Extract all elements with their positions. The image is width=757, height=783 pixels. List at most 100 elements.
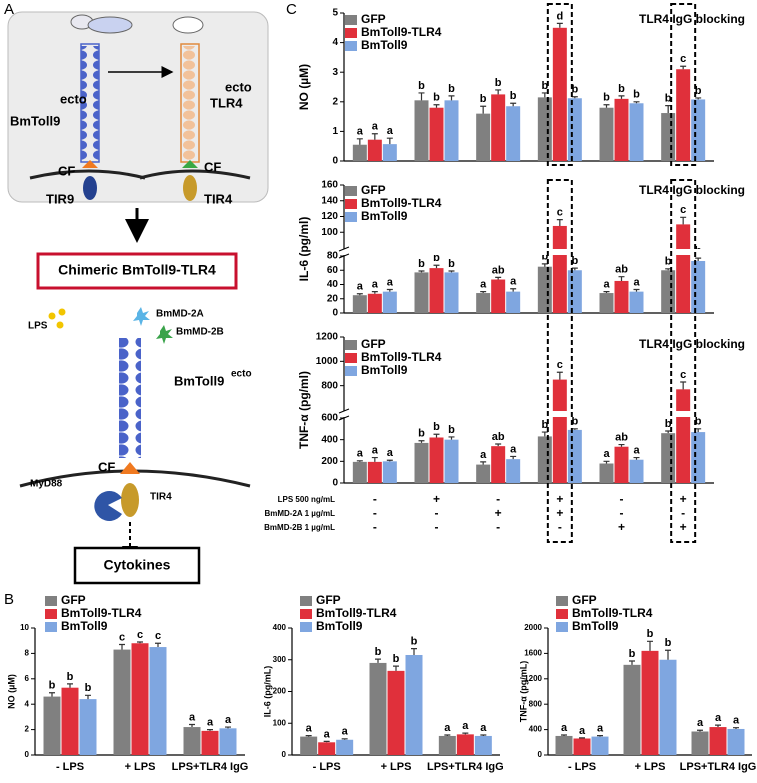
significance-letter: d <box>556 10 563 22</box>
y-tick-label: 0 <box>25 750 30 759</box>
bar <box>537 266 552 313</box>
significance-letter: a <box>510 443 517 455</box>
x-tick-label: + LPS <box>635 761 666 773</box>
membrane <box>29 169 146 180</box>
significance-letter: a <box>603 279 610 291</box>
error-bar <box>155 642 161 648</box>
tir-domain <box>183 175 197 201</box>
output-box <box>73 546 201 585</box>
significance-letter: a <box>357 126 364 138</box>
significance-letter: b <box>665 418 672 430</box>
y-tick-label: 1 <box>332 126 338 137</box>
bar <box>474 735 492 755</box>
bar <box>444 272 459 313</box>
bar <box>691 260 706 313</box>
legend-label: GFP <box>361 12 386 26</box>
significance-letter: ab <box>492 431 505 443</box>
error-bar <box>386 459 393 462</box>
error-bar <box>556 371 563 380</box>
error-bar <box>556 219 563 226</box>
bar <box>599 107 614 161</box>
bar <box>691 432 706 483</box>
label-sup: ecto <box>60 91 87 106</box>
error-bar <box>603 291 610 294</box>
annotation: TLR4 IgG blocking <box>639 183 745 197</box>
bar <box>623 664 641 755</box>
y-tick-label: 4 <box>25 699 30 708</box>
annotation: TLR4 IgG blocking <box>639 337 745 351</box>
error-bar <box>633 456 640 460</box>
lps-dot <box>56 321 64 329</box>
y-axis-label: TNF-α (pg/mL) <box>518 661 528 723</box>
significance-letter: b <box>418 258 425 270</box>
x-tick-label: + LPS <box>381 761 412 773</box>
bar <box>476 464 491 483</box>
significance-letter: b <box>571 84 578 96</box>
cf-triangle <box>120 462 140 474</box>
bar <box>709 727 727 755</box>
y-tick-label: 400 <box>273 623 287 632</box>
highlight-box <box>546 3 573 166</box>
error-bar <box>618 443 625 447</box>
legend-swatch <box>345 28 357 38</box>
legend-swatch <box>345 186 357 196</box>
bar <box>414 100 429 161</box>
error-bar <box>665 649 671 660</box>
condition-value: + <box>495 506 502 520</box>
bar <box>336 739 354 755</box>
error-bar <box>207 729 213 731</box>
bar <box>352 144 367 161</box>
significance-letter: b <box>411 636 418 648</box>
label-sup: ecto <box>231 369 252 380</box>
error-bar <box>597 735 603 737</box>
error-bar <box>695 97 702 100</box>
bar <box>367 461 382 483</box>
bar <box>476 113 491 161</box>
axis-break <box>338 411 716 417</box>
y-tick-label: 10 <box>20 623 29 632</box>
label: BmMD-2B <box>176 327 224 338</box>
significance-letter: a <box>633 276 640 288</box>
error-bar <box>680 216 687 225</box>
error-bar <box>541 92 548 98</box>
bar <box>456 734 474 755</box>
significance-letter: c <box>680 204 686 216</box>
y-axis-label: IL-6 (pg/mL) <box>262 666 272 718</box>
y-tick-label: 200 <box>321 456 338 467</box>
error-bar <box>137 641 143 644</box>
bar <box>691 731 709 755</box>
condition-value: - <box>373 492 377 506</box>
y-tick-label: 800 <box>321 380 338 391</box>
md2b-icon <box>156 325 173 344</box>
condition-value: - <box>620 492 624 506</box>
error-bar <box>411 648 417 655</box>
label: TIR9 <box>46 191 74 206</box>
highlight-box <box>670 179 697 543</box>
x-tick-label: - LPS <box>568 761 596 773</box>
bar <box>382 461 397 483</box>
y-axis-label: NO (µM) <box>297 64 311 110</box>
y-tick-label: 2 <box>332 96 338 107</box>
significance-letter: a <box>561 722 568 734</box>
significance-letter: b <box>695 85 702 97</box>
error-bar <box>579 737 585 739</box>
legend-label: BmToll9 <box>316 619 363 633</box>
legend-swatch <box>556 596 568 606</box>
significance-letter: b <box>49 680 56 692</box>
error-bar <box>49 692 55 697</box>
axis-break-mark <box>338 246 350 259</box>
significance-letter: b <box>433 252 440 264</box>
error-bar <box>356 138 363 145</box>
label: BmMD-2A <box>156 309 204 320</box>
bar <box>131 643 149 755</box>
significance-letter: a <box>225 714 232 726</box>
significance-letter: a <box>697 717 704 729</box>
y-tick-label: 20 <box>327 293 339 304</box>
bar <box>300 736 318 755</box>
significance-letter: c <box>557 359 563 371</box>
significance-letter: a <box>189 711 196 723</box>
silkworm-icon <box>87 16 133 34</box>
y-tick-label: 1200 <box>524 674 542 683</box>
bar <box>382 144 397 161</box>
